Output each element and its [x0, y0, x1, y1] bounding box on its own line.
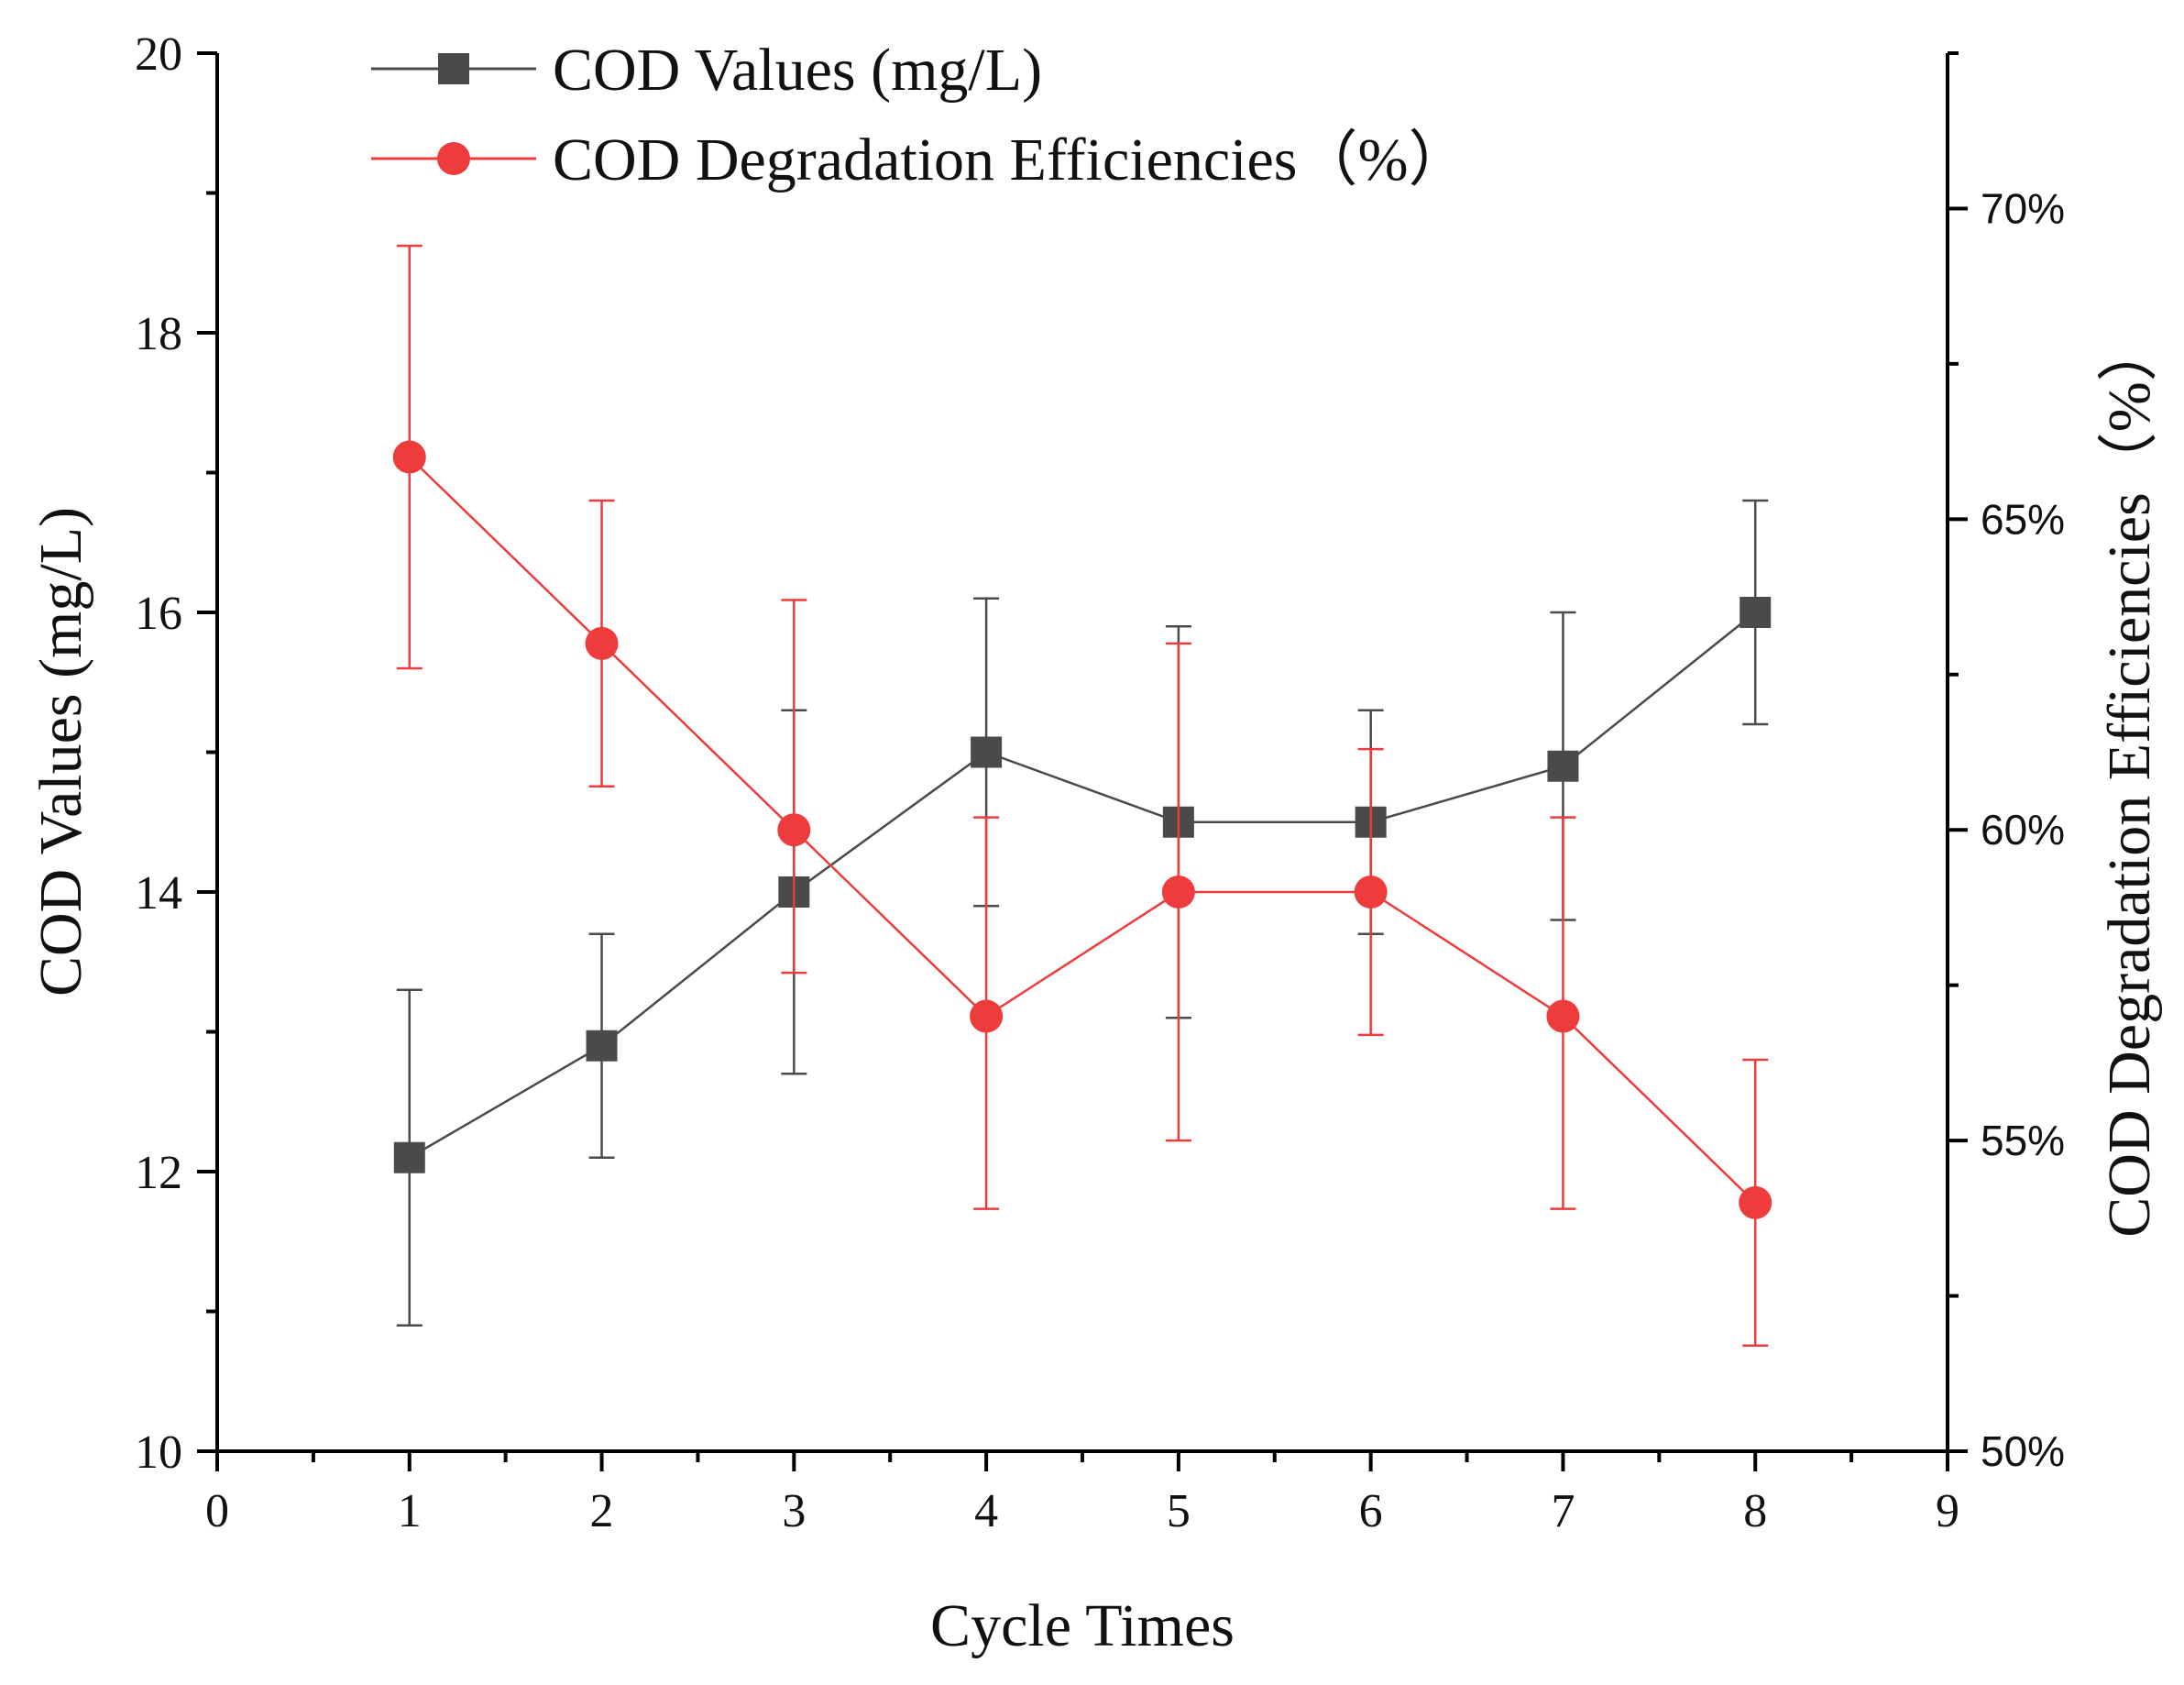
- data-point-circle: [1354, 876, 1388, 909]
- legend-marker-circle: [437, 142, 470, 175]
- x-tick-label: 2: [590, 1485, 614, 1537]
- legend-label-cod-values: COD Values (mg/L): [553, 37, 1042, 104]
- data-point-circle: [777, 813, 811, 847]
- x-tick-label: 0: [205, 1485, 229, 1537]
- data-point-circle: [1739, 1185, 1772, 1219]
- series-line: [409, 611, 1757, 1159]
- x-tick-label: 6: [1359, 1485, 1383, 1537]
- x-axis-title: Cycle Times: [930, 1592, 1235, 1659]
- y-axis-right-title: COD Degradation Efficiencies（%）: [2096, 321, 2163, 1237]
- y-right-tick-label: 65%: [1981, 495, 2065, 543]
- data-point-circle: [1546, 999, 1580, 1033]
- y-right-tick-label: 50%: [1981, 1427, 2065, 1475]
- y-right-tick-label: 55%: [1981, 1117, 2065, 1164]
- y-left-tick-label: 10: [135, 1426, 182, 1479]
- y-left-tick-label: 20: [135, 28, 182, 81]
- ticks-right: 50% 55% 60% 65% 70%: [1948, 51, 2065, 1475]
- data-point-square: [586, 1030, 618, 1062]
- x-tick-label: 9: [1936, 1485, 1959, 1537]
- legend: COD Values (mg/L) COD Degradation Effici…: [371, 37, 1468, 193]
- series-line: [408, 456, 1757, 1204]
- x-tick-label: 7: [1551, 1485, 1575, 1537]
- ticks-left: 10 12 14 16 18 20: [135, 28, 217, 1479]
- x-tick-label: 4: [974, 1485, 998, 1537]
- series-cod-values: [393, 499, 1772, 1327]
- data-point-circle: [585, 626, 619, 660]
- data-point-circle: [392, 440, 426, 474]
- ticks-bottom: 0 1 2 3 4 5 6 7 8 9: [205, 1451, 1959, 1537]
- series-cod-degradation: [392, 244, 1772, 1348]
- data-point-square: [1547, 750, 1579, 782]
- y-left-tick-label: 18: [135, 308, 182, 360]
- y-left-tick-label: 16: [135, 588, 182, 640]
- data-point-square: [393, 1141, 425, 1173]
- x-tick-label: 5: [1167, 1485, 1191, 1537]
- y-right-tick-label: 60%: [1981, 806, 2065, 854]
- y-left-tick-label: 14: [135, 867, 182, 920]
- axes: [215, 53, 1949, 1453]
- y-left-tick-label: 12: [135, 1147, 182, 1199]
- x-tick-label: 8: [1743, 1485, 1767, 1537]
- data-point-square: [971, 736, 1003, 768]
- data-point-circle: [970, 999, 1004, 1033]
- data-point-circle: [1161, 876, 1195, 909]
- x-tick-label: 3: [782, 1485, 806, 1537]
- x-tick-label: 1: [398, 1485, 422, 1537]
- y-axis-left-title: COD Values (mg/L): [27, 507, 94, 997]
- data-point-square: [1740, 597, 1772, 628]
- legend-marker-square: [438, 53, 469, 84]
- legend-label-cod-degradation: COD Degradation Efficiencies（%）: [553, 127, 1468, 193]
- legend-item-cod-values: COD Values (mg/L): [371, 37, 1042, 104]
- legend-item-cod-degradation: COD Degradation Efficiencies（%）: [371, 127, 1468, 193]
- y-right-tick-label: 70%: [1981, 184, 2065, 232]
